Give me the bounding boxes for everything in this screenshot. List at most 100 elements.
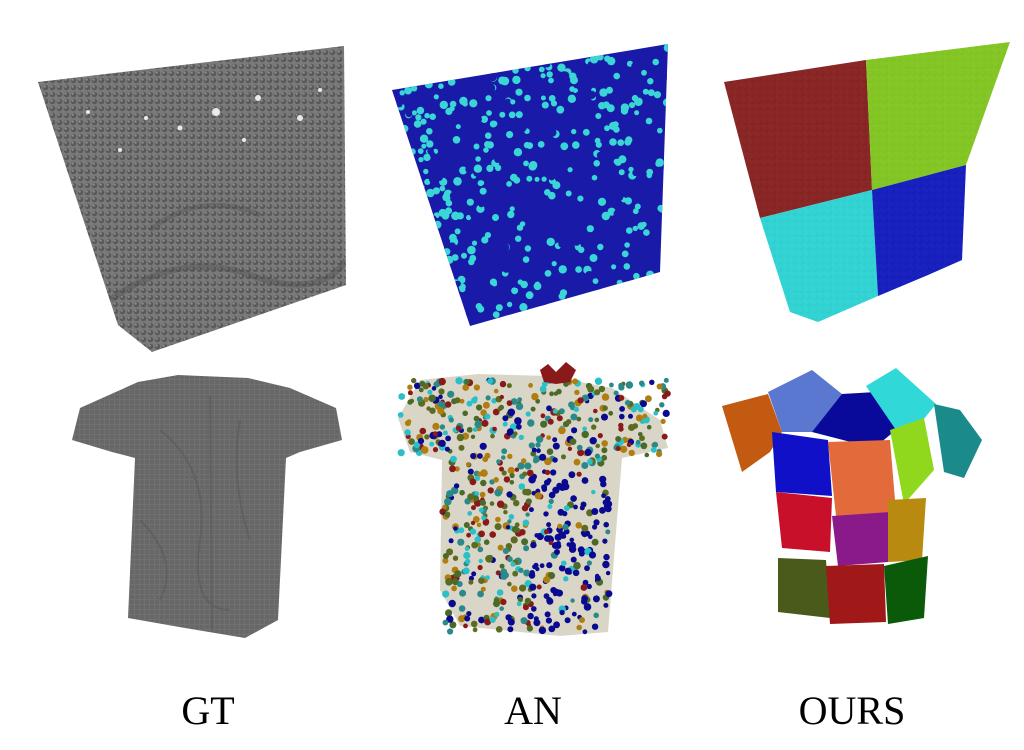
an-flag-point (690, 264, 695, 269)
an-flag-point (512, 67, 519, 74)
an-shirt-point (559, 609, 565, 616)
an-flag-point (426, 128, 433, 135)
an-flag-point (647, 255, 655, 264)
an-shirt-point (659, 402, 665, 408)
an-shirt-point (547, 504, 553, 509)
an-shirt-point (548, 625, 556, 633)
an-flag-point (714, 273, 720, 279)
an-shirt-point (451, 585, 457, 592)
an-shirt-point (437, 407, 445, 415)
an-flag-point (494, 164, 502, 172)
an-flag-cloth (392, 44, 723, 326)
an-flag-point (459, 96, 468, 106)
an-shirt-point (536, 584, 542, 590)
an-flag-point (478, 201, 485, 208)
an-flag-point (655, 193, 663, 201)
an-shirt-point (545, 617, 553, 624)
an-flag-point (416, 190, 424, 198)
an-flag-point (540, 73, 546, 79)
an-flag-point (565, 190, 572, 197)
an-shirt-point (442, 590, 450, 598)
an-flag-point (582, 128, 590, 136)
an-flag-point (706, 225, 714, 233)
an-shirt-point (551, 542, 559, 549)
an-shirt-point (446, 615, 454, 623)
an-shirt-point (467, 511, 473, 516)
an-flag-point (683, 271, 690, 278)
an-flag-point (637, 222, 645, 230)
an-shirt-point (592, 524, 598, 530)
an-flag-point (560, 142, 569, 151)
an-shirt-point (580, 584, 588, 591)
an-flag-point (589, 133, 596, 140)
an-flag-point (443, 248, 451, 256)
an-shirt-point (615, 436, 622, 442)
an-shirt-point (454, 466, 460, 472)
an-flag-point (485, 95, 492, 102)
an-shirt-point (580, 501, 587, 508)
an-shirt-point (561, 454, 566, 460)
an-shirt-point (445, 401, 452, 408)
an-shirt-point (447, 628, 454, 635)
an-flag-point (632, 225, 638, 232)
an-shirt-point (500, 598, 507, 606)
an-shirt-point (480, 586, 486, 592)
an-shirt-point (563, 505, 570, 512)
an-shirt-point (494, 611, 500, 618)
an-flag-point (426, 140, 434, 148)
an-flag-point (476, 116, 482, 122)
an-flag-point (611, 264, 617, 270)
an-flag-point (502, 201, 510, 208)
an-flag-point (558, 240, 566, 248)
an-shirt-point (605, 590, 613, 598)
an-shirt-point (489, 501, 495, 506)
an-flag-point (455, 124, 461, 130)
an-shirt-point (552, 437, 558, 443)
an-shirt-point (480, 469, 488, 477)
ours-tshirt (722, 368, 982, 624)
an-shirt-point (501, 455, 506, 460)
an-flag-point (676, 122, 684, 130)
an-shirt-point (469, 528, 477, 535)
an-flag-point (498, 76, 507, 85)
an-shirt-point (525, 498, 532, 505)
an-flag-point (624, 242, 630, 248)
an-flag-point (631, 62, 639, 70)
an-shirt-point (546, 562, 553, 569)
an-flag-point (662, 201, 668, 209)
an-shirt-point (572, 569, 580, 577)
an-flag-point (534, 281, 541, 287)
an-shirt-point (477, 590, 484, 598)
an-shirt-point (615, 446, 621, 452)
an-shirt-point (526, 625, 534, 632)
an-shirt-point (605, 529, 611, 535)
an-shirt-point (471, 397, 478, 404)
an-flag-point (612, 290, 618, 296)
an-flag-point (567, 167, 573, 173)
an-shirt-point (652, 441, 659, 448)
an-shirt-point (479, 442, 487, 450)
an-flag-point (421, 143, 427, 149)
an-shirt-point (514, 467, 520, 472)
an-shirt-point (656, 383, 663, 390)
an-shirt-point (593, 408, 598, 414)
an-flag-point (595, 287, 602, 293)
an-shirt-point (532, 564, 537, 570)
an-shirt-point (618, 395, 625, 401)
an-flag-point (633, 272, 640, 280)
an-flag-point (486, 164, 494, 172)
an-flag-point (488, 72, 497, 82)
an-shirt-point (398, 393, 406, 400)
an-flag-point (715, 255, 723, 263)
an-flag-point (669, 99, 677, 107)
an-flag-point (501, 144, 510, 153)
an-shirt-point (548, 491, 556, 499)
an-shirt-point (573, 458, 581, 466)
an-flag-point (664, 285, 668, 293)
an-flag-point (621, 250, 629, 258)
an-shirt-point (570, 413, 578, 421)
an-flag-point (433, 249, 440, 256)
an-flag-point (662, 195, 668, 203)
an-flag-point (410, 85, 418, 92)
an-shirt-point (558, 483, 567, 491)
